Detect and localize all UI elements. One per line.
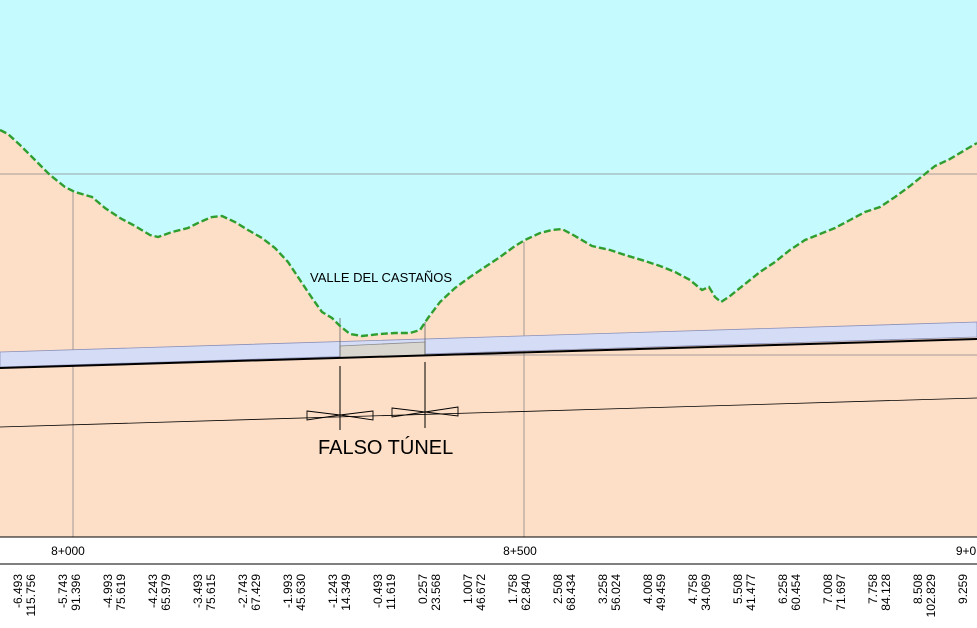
- guitar-value-top: 4.008: [641, 574, 655, 604]
- chainage-label: 8+500: [503, 544, 537, 558]
- guitar-value-top: 1.758: [506, 574, 520, 604]
- guitar-value-top: 2.508: [551, 574, 565, 604]
- guitar-value-bottom: 68.434: [564, 574, 578, 611]
- chainage-label: 9+0: [956, 544, 977, 558]
- guitar-value-top: -0.493: [371, 574, 385, 608]
- guitar-value-bottom: 56.024: [609, 574, 623, 611]
- guitar-value-bottom: 91.396: [69, 574, 83, 611]
- guitar-value-top: -4.243: [146, 574, 160, 608]
- profile-table: [0, 537, 977, 628]
- guitar-value-top: -6.493: [11, 574, 25, 608]
- guitar-value-top: 7.758: [866, 574, 880, 604]
- guitar-value-top: -1.993: [281, 574, 295, 608]
- guitar-value-top: 4.758: [686, 574, 700, 604]
- guitar-value-bottom: 11.619: [384, 574, 398, 610]
- guitar-value-bottom: 46.672: [474, 574, 488, 611]
- guitar-value-bottom: 49.459: [654, 574, 668, 611]
- guitar-value-top: 1.007: [461, 574, 475, 604]
- guitar-value-top: -2.743: [236, 574, 250, 608]
- false-tunnel-label: FALSO TÚNEL: [318, 436, 453, 459]
- guitar-value-top: 8.508: [911, 574, 925, 604]
- guitar-value-bottom: 115.756: [24, 574, 38, 617]
- guitar-value-top: -5.743: [56, 574, 70, 608]
- guitar-value-bottom: 14.349: [339, 574, 353, 611]
- guitar-value-top: 3.258: [596, 574, 610, 604]
- reference-line: [0, 397, 977, 428]
- valley-label: VALLE DEL CASTAÑOS: [310, 270, 452, 285]
- guitar-value-top: -4.993: [101, 574, 115, 608]
- guitar-value-top: -3.493: [191, 574, 205, 608]
- guitar-value-bottom: 45.630: [294, 574, 308, 611]
- guitar-value-bottom: 75.615: [204, 574, 218, 611]
- bowtie-symbol-left: [306, 410, 374, 421]
- guitar-value-bottom: 67.429: [249, 574, 263, 611]
- guitar-value-top: 6.258: [776, 574, 790, 604]
- ground-area: [0, 130, 977, 537]
- guitar-value-top: 9.259: [956, 574, 970, 604]
- guitar-value-bottom: 41.477: [744, 574, 758, 611]
- guitar-value-bottom: 23.568: [429, 574, 443, 611]
- bowtie-symbol-right: [391, 406, 459, 418]
- guitar-value-bottom: 62.840: [519, 574, 533, 611]
- guitar-value-bottom: 102.829: [924, 574, 938, 618]
- tunnel-band: [0, 321, 977, 368]
- guitar-value-top: 5.508: [731, 574, 745, 604]
- guitar-value-bottom: 60.454: [789, 574, 803, 611]
- guitar-value-top: 7.008: [821, 574, 835, 604]
- guitar-value-bottom: 75.619: [114, 574, 128, 611]
- grade-line: [0, 338, 977, 369]
- terrain-line: [0, 128, 977, 338]
- chainage-label: 8+000: [51, 544, 85, 558]
- guitar-value-bottom: 71.697: [834, 574, 848, 611]
- guitar-value-bottom: 65.979: [159, 574, 173, 611]
- guitar-value-bottom: 84.128: [879, 574, 893, 611]
- guitar-value-bottom: 34.069: [699, 574, 713, 611]
- guitar-value-top: -1.243: [326, 574, 340, 608]
- guitar-value-top: 0.257: [416, 574, 430, 604]
